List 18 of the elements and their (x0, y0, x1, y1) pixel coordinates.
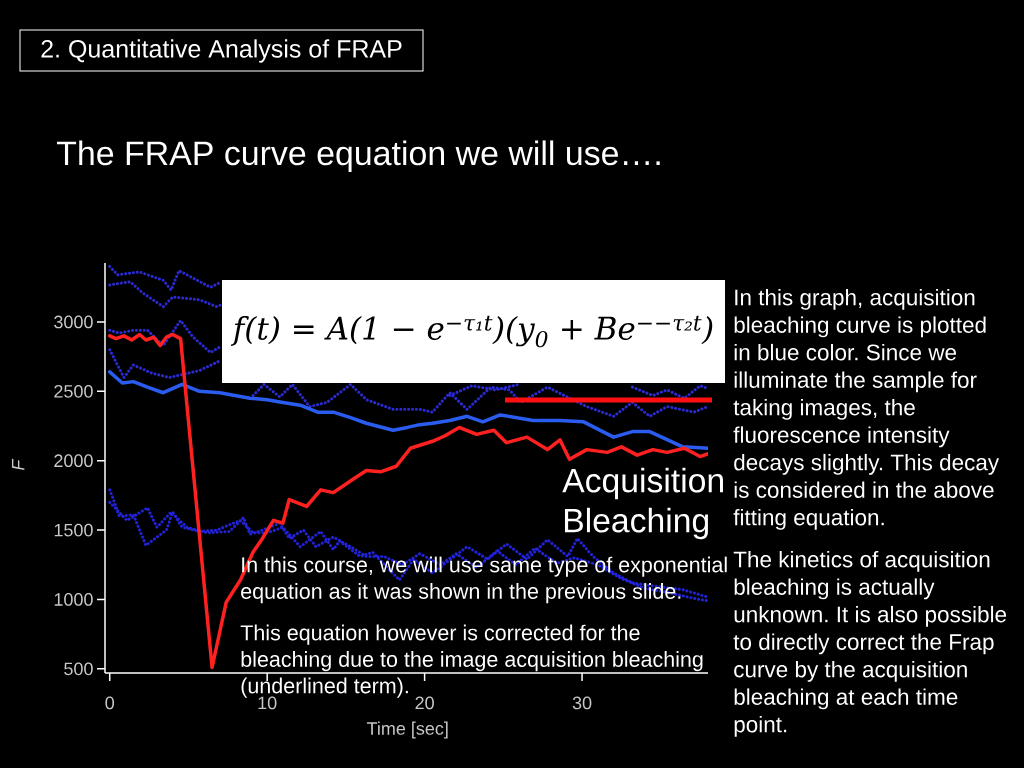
y-tick-label: 2000 (54, 454, 93, 468)
x-tick-label: 10 (258, 696, 277, 710)
y-tick-label: 1500 (54, 523, 93, 537)
y-tick-label: 1000 (54, 593, 93, 606)
text: In this graph, acquisition bleaching curve is plotted in blue color. Since we illuminate the sample for taking images, the fluorescence intensity decays slightly. This decay is considered in the above fitting equation. (733, 288, 1000, 530)
annotation: f(t) = A(1 − e$^{−τ₁t}$)(y$_{0}$ + Be$^{−−τ₂t}$) (230, 315, 713, 348)
annotation: Acquisition Bleaching (562, 467, 723, 540)
x-tick-label: 30 (572, 696, 592, 710)
text: The kinetics of acquisition bleaching is actually unknown. It is also possible to directly correct the Frap curve by the acquisition bleaching at each time point. (733, 550, 1007, 737)
x-tick-label: 20 (415, 696, 434, 710)
chart-subtitle: The FRAP curve equation we will use…. (56, 140, 660, 173)
x-tick-label: 0 (105, 696, 115, 710)
y-tick-label: 3000 (54, 315, 93, 329)
x-axis-title: Time [sec] (366, 721, 448, 739)
y-tick-label: 2500 (54, 384, 93, 398)
y-tick-label: 500 (64, 662, 93, 676)
chart-title: 2. Quantitative Analysis of FRAP (41, 39, 402, 63)
y-axis-title: F (11, 458, 25, 471)
